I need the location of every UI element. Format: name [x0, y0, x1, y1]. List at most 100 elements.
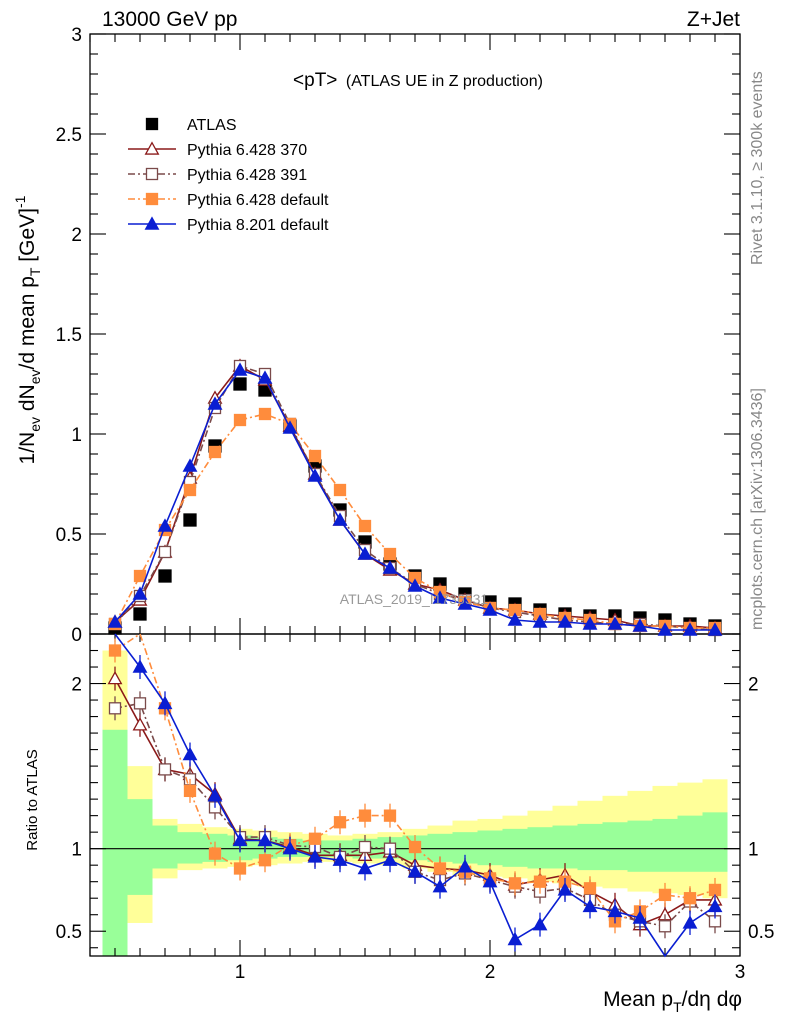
ratio-y-tick-label-right: 0.5: [748, 922, 774, 943]
main-point-pythia-6-428-default: [183, 483, 197, 497]
main-point-pythia-6-428-default: [208, 445, 222, 459]
main-series-layer: [107, 358, 723, 637]
ratio-y-tick-label-left: 2: [71, 675, 82, 696]
main-y-tick-label: 2: [71, 225, 82, 246]
main-point-pythia-8-201-default: [282, 420, 298, 434]
ratio-band-green: [502, 828, 528, 867]
ratio-point-pythia-8-201-default: [457, 859, 473, 873]
ratio-band-green: [527, 827, 553, 869]
ratio-point-pythia-6-428-default: [583, 882, 597, 895]
main-point-pythia-8-201-default: [582, 616, 598, 630]
ratio-band-green: [577, 823, 603, 871]
tick-labels: 00.511.522.530.5 0.51 12 21 2 3: [56, 25, 775, 983]
main-point-pythia-6-428-default: [233, 413, 247, 427]
ratio-y-tick-label-left: 0.5: [56, 922, 82, 943]
main-point-pythia-8-201-default: [532, 614, 548, 628]
legend-label-pythia-6-428-391: Pythia 6.428 391: [187, 167, 307, 184]
ratio-point-pythia-6-428-391: [108, 702, 122, 715]
main-point-pythia-8-201-default: [557, 614, 573, 628]
main-point-atlas: [233, 377, 247, 391]
ratio-point-pythia-8-201-default: [282, 841, 298, 855]
ratio-point-pythia-6-428-default: [308, 832, 322, 845]
ratio-point-pythia-8-201-default: [582, 898, 598, 913]
ratio-point-pythia-8-201-default: [432, 878, 448, 893]
legend-marker-pythia-8-201-default: [144, 216, 160, 230]
ratio-point-pythia-6-428-391: [158, 763, 172, 776]
ratio-point-pythia-6-428-default: [383, 809, 397, 822]
main-point-pythia-8-201-default: [432, 590, 448, 604]
main-y-tick-label: 0: [71, 625, 82, 646]
legend-label-pythia-6-428-default: Pythia 6.428 default: [187, 192, 329, 209]
ratio-point-pythia-8-201-default: [257, 832, 273, 847]
main-point-pythia-8-201-default: [382, 560, 398, 574]
main-point-pythia-8-201-default: [132, 586, 148, 600]
main-point-pythia-8-201-default: [357, 546, 373, 560]
main-point-pythia-8-201-default: [707, 622, 723, 636]
ratio-point-pythia-8-201-default: [407, 864, 423, 878]
ratio-point-pythia-6-428-default: [208, 847, 222, 860]
main-point-pythia-6-428-default: [308, 449, 322, 463]
main-point-pythia-8-201-default: [507, 612, 523, 626]
ratio-point-pythia-6-428-391: [133, 697, 147, 710]
main-point-pythia-8-201-default: [307, 468, 323, 482]
main-point-pythia-6-428-default: [133, 569, 147, 583]
main-point-atlas: [133, 607, 147, 621]
ratio-point-pythia-8-201-default: [132, 659, 148, 673]
ratio-point-pythia-8-201-default: [532, 916, 548, 931]
plot-title-sub: (ATLAS UE in Z production): [346, 73, 543, 90]
ratio-point-pythia-8-201-default: [707, 898, 723, 913]
ratio-point-pythia-6-428-370: [132, 717, 148, 731]
ratio-point-pythia-8-201-default: [157, 695, 173, 710]
main-point-pythia-8-201-default: [107, 614, 123, 628]
ratio-band-green: [177, 832, 203, 864]
ratio-point-pythia-8-201-default: [332, 852, 348, 866]
main-point-pythia-8-201-default: [657, 622, 673, 636]
main-y-tick-label: 0.5: [56, 525, 82, 546]
main-point-pythia-8-201-default: [182, 458, 198, 472]
ratio-point-pythia-6-428-default: [333, 816, 347, 829]
ratio-band-green: [702, 812, 728, 872]
ratio-point-pythia-8-201-default: [207, 788, 223, 802]
main-y-tick-label: 1: [71, 425, 82, 446]
ratio-y-tick-label-left: 1: [71, 840, 82, 861]
ratio-band-green: [127, 799, 153, 895]
ratio-band-green: [677, 815, 703, 872]
main-point-pythia-8-201-default: [457, 596, 473, 610]
header-left-label: 13000 GeV pp: [102, 8, 237, 31]
legend-label-pythia-8-201-default: Pythia 8.201 default: [187, 217, 329, 234]
ratio-point-pythia-6-428-default: [108, 644, 122, 657]
header-right-label: Z+Jet: [687, 8, 740, 31]
ratio-y-tick-label-right: 2: [748, 675, 759, 696]
mcplots-label: mcplots.cern.ch [arXiv:1306.3436]: [749, 388, 766, 630]
x-axis-label: Mean pT/dη dφ: [603, 988, 742, 1015]
ratio-point-pythia-8-201-default: [232, 832, 248, 847]
main-point-atlas: [183, 513, 197, 527]
main-point-pythia-6-428-default: [258, 407, 272, 421]
main-point-pythia-8-201-default: [607, 616, 623, 630]
plot-title: <pT> (ATLAS UE in Z production): [293, 70, 543, 91]
main-y-axis-label: 1/Nev dNev/d mean pT [GeV]-1: [12, 195, 43, 464]
main-point-pythia-6-428-default: [333, 483, 347, 497]
main-point-pythia-8-201-default: [232, 362, 248, 376]
ratio-band-green: [152, 825, 178, 869]
ratio-band-green: [552, 825, 578, 869]
ratio-band-green: [477, 830, 503, 866]
x-tick-label: 2: [485, 962, 496, 983]
legend: ATLAS Pythia 6.428 370 Pythia 6.428 391 Pyt…: [128, 117, 329, 234]
legend-label-atlas: ATLAS: [187, 117, 237, 134]
main-point-pythia-8-201-default: [682, 622, 698, 636]
ratio-point-pythia-8-201-default: [307, 849, 323, 863]
ratio-band-green: [602, 822, 628, 871]
main-point-pythia-6-428-default: [383, 547, 397, 561]
ratio-point-pythia-6-428-default: [233, 862, 247, 875]
ratio-line-pythia-8-201-default: [114, 633, 716, 958]
main-point-pythia-8-201-default: [157, 518, 173, 532]
main-y-tick-label: 3: [71, 25, 82, 46]
ratio-point-pythia-8-201-default: [682, 915, 698, 929]
ratio-y-axis-label: Ratio to ATLAS: [24, 749, 41, 850]
main-point-pythia-8-201-default: [257, 370, 273, 384]
legend-marker-atlas: [145, 117, 159, 131]
main-point-pythia-8-201-default: [332, 512, 348, 526]
main-y-tick-label: 2.5: [56, 125, 82, 146]
